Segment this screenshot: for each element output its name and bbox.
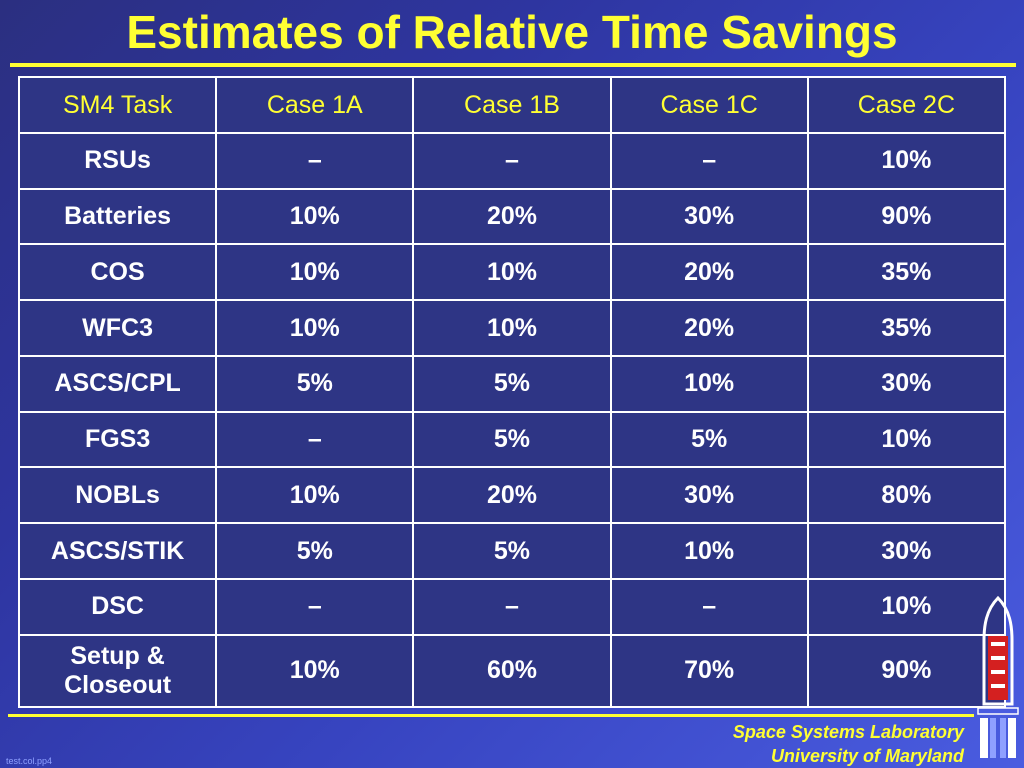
table-cell: 10% [806,577,1007,636]
table-cell: 20% [609,243,809,302]
table-cell: 5% [412,410,612,469]
footer-lab-name: Space Systems Laboratory [732,722,964,742]
table-cell: 10% [609,354,809,413]
table-cell: WFC3 [17,299,218,357]
table-cell: 10% [806,410,1007,469]
table-cell: 35% [806,299,1007,357]
table-cell: – [609,577,809,636]
header-cell-task: SM4 Task [17,76,218,134]
table-cell: – [609,132,809,190]
table-cell: 20% [609,299,809,357]
table-cell: ASCS/CPL [17,354,218,413]
table-cell: 10% [609,522,809,580]
table-row: Batteries 10% 20% 30% 90% [17,187,1007,246]
table-row: WFC3 10% 10% 20% 35% [17,299,1007,357]
table-cell: 5% [412,522,612,580]
table-cell: 90% [806,633,1007,709]
table-cell: 5% [412,354,612,413]
table-row: FGS3 – 5% 5% 10% [17,410,1007,469]
table-header-row: SM4 Task Case 1A Case 1B Case 1C Case 2C [17,76,1007,134]
header-cell-case-1a: Case 1A [215,76,415,134]
table-cell: – [215,410,415,469]
footer-file-name: test.col.pp4 [6,756,53,766]
table-cell: 30% [806,522,1007,580]
table-cell: 60% [412,633,612,709]
table-cell: ASCS/STIK [17,522,218,580]
time-savings-table-container: SM4 Task Case 1A Case 1B Case 1C Case 2C… [17,76,1007,709]
header-cell-case-2c: Case 2C [806,76,1007,134]
table-row: Setup & Closeout 10% 60% 70% 90% [17,633,1007,709]
table-cell: – [215,132,415,190]
footer-organization: Space Systems Laboratory University of M… [733,720,964,768]
table-cell: 10% [215,299,415,357]
table-row: COS 10% 10% 20% 35% [17,243,1007,302]
table-cell: 20% [412,187,612,246]
table-cell: 10% [806,132,1007,190]
table-cell: – [412,577,612,636]
table-cell: – [412,132,612,190]
table-cell: – [215,577,415,636]
page-title: Estimates of Relative Time Savings [126,6,898,58]
table-cell: 5% [609,410,809,469]
table-cell: RSUs [17,132,218,190]
table-cell: 80% [806,466,1007,525]
title-divider [10,63,1016,67]
table-cell: 30% [806,354,1007,413]
table-cell: 70% [609,633,809,709]
table-cell: DSC [17,577,218,636]
table-cell: 10% [215,243,415,302]
table-row: RSUs – – – 10% [17,132,1007,190]
table-row: NOBLs 10% 20% 30% 80% [17,466,1007,525]
time-savings-table: SM4 Task Case 1A Case 1B Case 1C Case 2C… [17,76,1007,709]
table-cell: COS [17,243,218,302]
footer-divider [8,714,974,717]
table-row: ASCS/STIK 5% 5% 10% 30% [17,522,1007,580]
table-cell: 10% [412,243,612,302]
table-cell: 10% [412,299,612,357]
header-cell-case-1c: Case 1C [609,76,809,134]
table-cell: 10% [215,466,415,525]
table-cell: 5% [215,354,415,413]
table-cell: Batteries [17,187,218,246]
table-row: DSC – – – 10% [17,577,1007,636]
table-cell: FGS3 [17,410,218,469]
table-cell: 90% [806,187,1007,246]
footer-university-name: University of Maryland [770,746,964,766]
table-cell: 30% [609,187,809,246]
table-cell: 10% [215,187,415,246]
table-cell: 20% [412,466,612,525]
table-cell: 35% [806,243,1007,302]
table-cell: 30% [609,466,809,525]
ssl-rocket-logo-icon [977,596,1019,758]
table-row: ASCS/CPL 5% 5% 10% 30% [17,354,1007,413]
header-cell-case-1b: Case 1B [412,76,612,134]
table-cell: 10% [215,633,415,709]
table-cell: NOBLs [17,466,218,525]
table-cell: 5% [215,522,415,580]
table-cell: Setup & Closeout [17,633,218,709]
